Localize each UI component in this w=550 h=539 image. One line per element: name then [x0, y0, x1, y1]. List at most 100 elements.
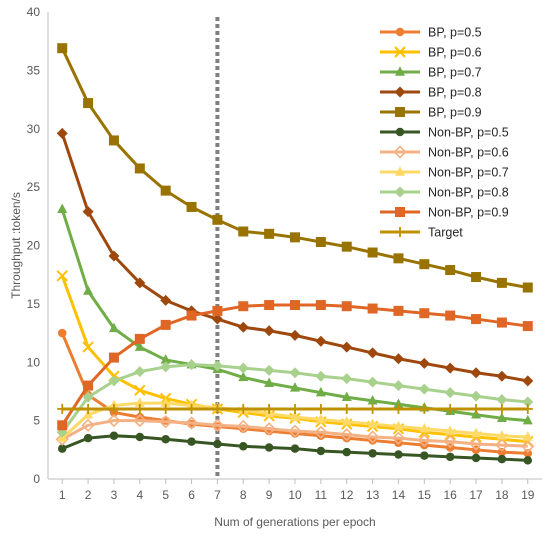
data-point [108, 322, 119, 333]
data-point [367, 395, 378, 405]
data-point [391, 431, 406, 445]
data-point [160, 397, 171, 407]
data-point [186, 359, 198, 371]
data-point [445, 452, 455, 462]
data-point [497, 447, 507, 457]
x-tick-label: 13 [366, 488, 380, 502]
data-point [133, 413, 147, 428]
data-point [522, 403, 533, 414]
data-point [418, 357, 430, 369]
data-point [211, 313, 223, 325]
data-point [160, 361, 172, 373]
y-tick-label: 35 [27, 63, 41, 77]
data-point [523, 456, 533, 465]
data-point [57, 444, 67, 453]
data-point [341, 341, 353, 353]
data-point [238, 403, 249, 414]
data-point [315, 236, 326, 247]
legend-label: BP, p=0.5 [428, 26, 482, 40]
data-point [445, 310, 456, 321]
data-point [367, 376, 379, 388]
x-tick-label: 19 [521, 488, 535, 502]
data-point [522, 396, 534, 408]
series-layer [55, 43, 535, 465]
data-point [471, 403, 482, 414]
y-tick-label: 5 [33, 414, 40, 428]
legend-item: Non-BP, p=0.6 [380, 145, 509, 160]
x-tick-label: 6 [188, 488, 195, 502]
legend-label: Non-BP, p=0.5 [428, 126, 509, 140]
data-point [264, 300, 275, 311]
legend-label: BP, p=0.6 [428, 46, 482, 60]
data-point [212, 403, 223, 414]
data-point [289, 367, 301, 379]
legend-item: Non-BP, p=0.7 [380, 166, 509, 180]
data-point [160, 185, 171, 196]
data-point [394, 450, 403, 459]
data-point [290, 444, 300, 453]
legend-item: Non-BP, p=0.8 [380, 186, 509, 200]
x-tick-label: 3 [111, 488, 118, 502]
data-point [239, 442, 248, 451]
data-point-stroke [56, 270, 68, 282]
legend-item: BP, p=0.7 [380, 66, 482, 80]
data-point [471, 427, 482, 438]
data-point [109, 431, 119, 441]
x-tick-label: 11 [315, 488, 328, 502]
series-line [61, 419, 528, 448]
data-point [108, 375, 120, 387]
legend-item: Non-BP, p=0.9 [380, 206, 509, 220]
data-point [315, 335, 327, 347]
data-point [134, 277, 146, 289]
data-point [289, 329, 301, 341]
data-point [264, 228, 275, 239]
legend-label: BP, p=0.9 [428, 106, 482, 120]
data-point [134, 397, 145, 407]
data-point [394, 186, 406, 198]
data-point [237, 362, 249, 374]
data-point [81, 418, 95, 432]
data-point [393, 145, 407, 159]
data-point [444, 362, 456, 374]
data-point [471, 453, 481, 463]
data-point [367, 247, 378, 258]
data-point [315, 386, 326, 397]
data-point [315, 370, 327, 382]
data-point [367, 303, 378, 314]
data-point [238, 371, 249, 382]
data-point [495, 438, 509, 452]
data-point [392, 353, 404, 365]
data-point [262, 422, 276, 436]
data-point [83, 433, 93, 443]
data-point [393, 253, 404, 264]
data-point [82, 206, 94, 218]
data-point-stroke [394, 46, 406, 58]
data-point [445, 425, 456, 435]
data-point [57, 203, 68, 214]
data-point [341, 241, 352, 252]
data-point [211, 360, 223, 372]
data-point [365, 430, 380, 444]
data-point [496, 394, 508, 406]
data-point [395, 27, 405, 37]
data-point [107, 413, 121, 428]
x-tick-label: 8 [240, 488, 247, 502]
data-point [57, 420, 68, 431]
data-point [419, 259, 430, 270]
data-point [522, 414, 533, 425]
data-point [57, 328, 67, 338]
data-point [186, 403, 197, 414]
y-tick-label: 0 [33, 472, 40, 486]
x-axis-ticks: 1 2 3 4 5 6 7 8 9 10 11 12 13 14 15 16 17 18 19 [59, 479, 535, 502]
legend-item: Non-BP, p=0.5 [380, 126, 509, 140]
data-point [395, 227, 405, 237]
x-tick-label: 18 [495, 488, 509, 502]
data-point [160, 294, 172, 306]
data-point [445, 403, 456, 414]
data-point [522, 431, 533, 441]
legend-item: BP, p=0.9 [380, 106, 482, 120]
x-tick-label: 5 [162, 488, 169, 502]
data-point [368, 449, 377, 458]
data-point [393, 420, 404, 431]
